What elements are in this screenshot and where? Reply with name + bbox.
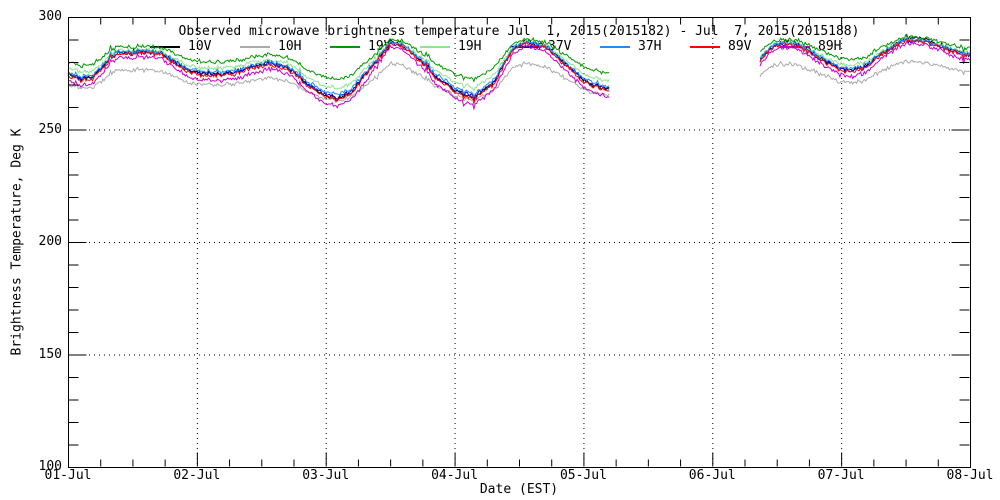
x-tick-label: 06-Jul: [688, 468, 736, 483]
legend-label: 37H: [638, 39, 662, 54]
legend-line-icon: [330, 45, 360, 48]
chart-title: Observed microwave brightness temperatur…: [178, 24, 860, 39]
legend-entry-37v: 37V: [510, 39, 572, 54]
x-tick-label: 07-Jul: [817, 468, 865, 483]
series-line-10h: [67, 61, 610, 106]
x-tick-label: 02-Jul: [173, 468, 221, 483]
legend-line-icon: [240, 45, 270, 48]
x-tick-label: 01-Jul: [44, 468, 92, 483]
legend-entry-89v: 89V: [690, 39, 752, 54]
legend-label: 37V: [548, 39, 572, 54]
legend-label: 89V: [728, 39, 752, 54]
x-tick-label: 03-Jul: [302, 468, 350, 483]
legend-entry-19h: 19H: [420, 39, 482, 54]
series-line-10h: [759, 59, 971, 85]
legend-label: 89H: [818, 39, 842, 54]
legend-entry-89h: 89H: [780, 39, 842, 54]
legend-label: 10V: [188, 39, 212, 54]
x-tick-label: 04-Jul: [431, 468, 479, 483]
y-tick-label: 250: [38, 121, 62, 137]
y-tick-label: 200: [38, 234, 62, 249]
y-tick-label: 150: [38, 346, 62, 362]
legend-label: 10H: [278, 39, 302, 54]
legend-line-icon: [420, 45, 450, 48]
legend-line-icon: [600, 45, 630, 48]
x-tick-label: 08-Jul: [946, 468, 994, 483]
legend-entry-10v: 10V: [150, 39, 212, 54]
legend-entry-19v: 19V: [330, 39, 392, 54]
x-tick-label: 05-Jul: [559, 468, 607, 483]
y-tick-label: 100: [38, 459, 62, 474]
legend-entry-37h: 37H: [600, 39, 662, 54]
series-line-89h: [67, 44, 610, 111]
legend-line-icon: [780, 45, 810, 48]
legend-label: 19H: [458, 39, 482, 54]
x-axis-title: Date (EST): [479, 482, 559, 497]
legend-line-icon: [510, 45, 540, 48]
plot-box: [68, 17, 971, 468]
legend-line-icon: [150, 45, 180, 48]
legend-line-icon: [690, 45, 720, 48]
legend-label: 19V: [368, 39, 392, 54]
legend-entry-10h: 10H: [240, 39, 302, 54]
y-tick-label: 300: [38, 9, 62, 24]
